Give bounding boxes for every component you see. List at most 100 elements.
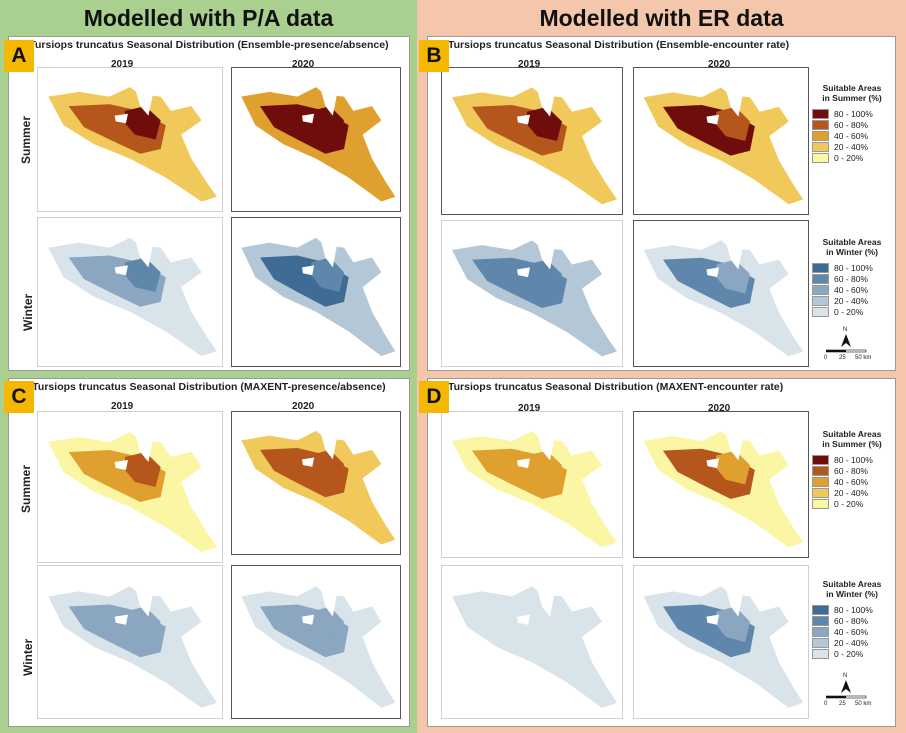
map-region bbox=[241, 232, 396, 357]
island bbox=[320, 82, 337, 116]
scale-tick: 50 km bbox=[855, 355, 872, 361]
map-winter-2020 bbox=[231, 565, 401, 719]
island bbox=[160, 245, 182, 260]
legend-label: 40 - 60% bbox=[834, 284, 869, 295]
island bbox=[135, 82, 153, 116]
map-summer-2020 bbox=[231, 411, 401, 555]
high-suitability-zone bbox=[311, 449, 344, 483]
legend-label: 40 - 60% bbox=[834, 626, 869, 637]
legend-swatch bbox=[812, 262, 829, 273]
island bbox=[302, 457, 315, 467]
high-suitability-zone bbox=[311, 257, 344, 292]
high-suitability-zone bbox=[124, 257, 161, 292]
map-winter-2019 bbox=[441, 220, 623, 367]
legend-swatch bbox=[812, 130, 829, 141]
year-label-2019: 2019 bbox=[111, 59, 134, 70]
legend-label: 60 - 80% bbox=[834, 119, 869, 130]
map-winter-2020 bbox=[231, 217, 401, 367]
map-region bbox=[48, 427, 217, 552]
island bbox=[135, 581, 153, 617]
island bbox=[562, 439, 582, 453]
legend-swatch bbox=[812, 108, 829, 119]
island bbox=[320, 426, 337, 460]
panel-c-title: Tursiops truncatus Seasonal Distribution… bbox=[32, 381, 386, 393]
island bbox=[160, 594, 182, 609]
island bbox=[517, 614, 530, 625]
legend-label: 0 - 20% bbox=[834, 306, 864, 317]
legend-summer: Suitable Areas in Summer (%) 80 - 100% 60… bbox=[812, 83, 892, 163]
panel-d-badge: D bbox=[419, 381, 449, 413]
legend-label: 40 - 60% bbox=[834, 130, 869, 141]
map-winter-2020 bbox=[633, 220, 809, 367]
legend-swatch bbox=[812, 152, 829, 163]
island bbox=[725, 426, 743, 461]
island bbox=[706, 614, 720, 625]
north-label: N bbox=[843, 327, 848, 333]
panel-b-title: Tursiops truncatus Seasonal Distribution… bbox=[448, 39, 790, 51]
map-winter-2019 bbox=[37, 217, 223, 367]
legend-swatch bbox=[812, 454, 829, 465]
legend-swatch bbox=[812, 498, 829, 509]
high-suitability-zone bbox=[716, 259, 750, 294]
island bbox=[562, 95, 582, 109]
north-label: N bbox=[843, 673, 848, 679]
island bbox=[537, 426, 554, 461]
high-suitability-zone bbox=[124, 106, 161, 140]
island bbox=[114, 265, 128, 276]
map-region bbox=[48, 232, 217, 357]
panel-b-badge: B bbox=[419, 40, 449, 72]
year-label-2020: 2020 bbox=[292, 59, 315, 70]
island bbox=[320, 581, 337, 617]
map-region bbox=[643, 426, 804, 548]
scale-tick: 0 bbox=[824, 701, 828, 707]
island bbox=[320, 232, 337, 268]
legend-label: 80 - 100% bbox=[834, 604, 873, 615]
legend-label: 60 - 80% bbox=[834, 615, 869, 626]
legend-label: 80 - 100% bbox=[834, 108, 873, 119]
north-arrow-icon bbox=[841, 334, 851, 347]
panel-a-title: Tursiops truncatus Seasonal Distribution… bbox=[29, 39, 389, 51]
island bbox=[725, 581, 743, 617]
legend-swatch bbox=[812, 487, 829, 498]
legend-label: 20 - 40% bbox=[834, 637, 869, 648]
legend-swatch bbox=[812, 604, 829, 615]
legend-label: 0 - 20% bbox=[834, 648, 864, 659]
island bbox=[750, 439, 770, 453]
legend-swatch bbox=[812, 284, 829, 295]
legend-label: 80 - 100% bbox=[834, 454, 873, 465]
map-winter-2019 bbox=[441, 565, 623, 719]
island bbox=[302, 614, 315, 625]
high-suitability-zone bbox=[716, 606, 750, 642]
legend-title: Suitable Areas bbox=[822, 83, 882, 93]
legend-subtitle: in Summer (%) bbox=[822, 93, 882, 103]
island bbox=[517, 458, 530, 469]
island bbox=[706, 114, 720, 125]
season-label-winter: Winter bbox=[21, 293, 35, 331]
legend-swatch bbox=[812, 476, 829, 487]
island bbox=[114, 460, 128, 470]
legend-label: 0 - 20% bbox=[834, 152, 864, 163]
map-summer-2019 bbox=[441, 67, 623, 215]
island bbox=[135, 427, 153, 462]
island bbox=[725, 235, 743, 270]
island bbox=[160, 440, 182, 454]
island bbox=[135, 232, 153, 268]
right-half-title: Modelled with ER data bbox=[539, 5, 784, 31]
legend-title: Suitable Areas bbox=[822, 579, 882, 589]
high-suitability-zone bbox=[527, 606, 562, 642]
high-suitability-zone bbox=[527, 450, 562, 485]
legend-summer: Suitable Areas in Summer (%) 80 - 100% 60… bbox=[812, 429, 892, 509]
map-region bbox=[241, 426, 396, 545]
legend-label: 0 - 20% bbox=[834, 498, 864, 509]
legend-title: Suitable Areas bbox=[822, 429, 882, 439]
map-region bbox=[452, 82, 617, 205]
map-region bbox=[48, 581, 217, 708]
island bbox=[706, 458, 720, 469]
map-summer-2019 bbox=[37, 67, 223, 212]
island bbox=[302, 265, 315, 276]
high-suitability-zone bbox=[527, 106, 562, 141]
map-region bbox=[48, 82, 217, 202]
season-label-summer: Summer bbox=[19, 115, 33, 164]
year-label-2019: 2019 bbox=[518, 59, 541, 70]
legend-title: Suitable Areas bbox=[822, 237, 882, 247]
